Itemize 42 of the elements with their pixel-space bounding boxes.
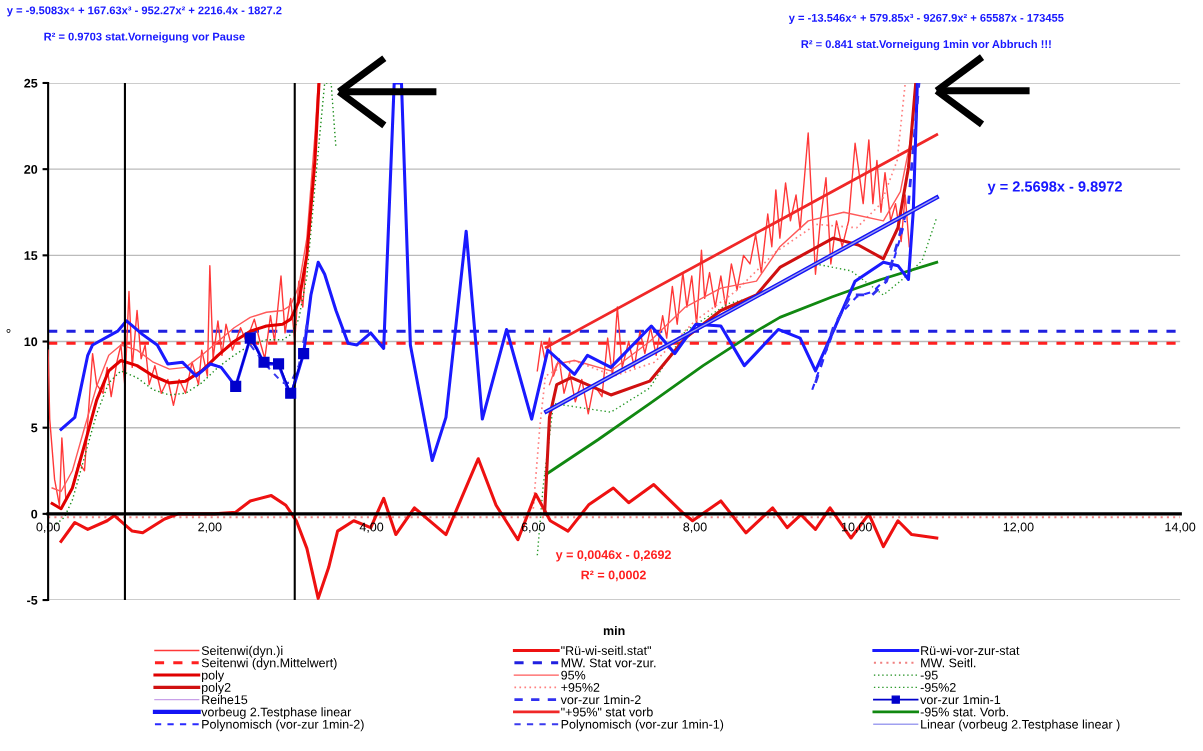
legend-label: -95% stat. Vorb. — [920, 707, 1008, 717]
y-tick-label: 25 — [24, 78, 38, 88]
legend-label: MW. Seitl. — [921, 658, 976, 668]
y-tick-label: 10 — [24, 337, 38, 347]
text: R² = 0.841 stat.Vorneigung 1min vor Abbruch !!! — [801, 39, 1051, 51]
legend-label: poly2 — [202, 682, 231, 695]
legend-label: -95 — [920, 670, 938, 680]
legend-label: vor-zur 1min-2 — [560, 694, 641, 705]
text: y = -13.546x⁴ + 579.85x³ - 9267.9x² + 65587x - 173455 — [788, 13, 1064, 24]
legend-label: poly — [202, 670, 225, 683]
y-tick-label: 5 — [31, 423, 38, 433]
legend-label: Reihe15 — [202, 694, 248, 705]
legend-label: vorbeug 2.Testphase linear — [201, 707, 352, 719]
x-axis-title: min — [603, 625, 625, 635]
legend-label: "Rü-wi-seitl.stat" — [561, 645, 651, 656]
legend-label: Seitenwi(dyn.)i — [201, 645, 283, 658]
legend-label: MW. Stat vor-zur. — [561, 658, 656, 668]
y-tick-label: 15 — [24, 251, 38, 260]
x-tick-label: 14,00 — [1165, 522, 1196, 533]
text: R² = 0.9703 stat.Vorneigung vor Pause — [44, 32, 245, 43]
x-tick-label: 12,00 — [1003, 522, 1034, 533]
legend-label: Linear (vorbeug 2.Testphase linear ) — [921, 719, 1120, 732]
legend-label: Polynomisch (vor-zur 1min-2) — [202, 719, 364, 732]
x-tick-label: 4,00 — [359, 522, 384, 533]
legend-label: Polynomisch (vor-zur 1min-1) — [561, 719, 724, 732]
annotation: y = 0,0046x - 0,2692 — [555, 550, 671, 562]
y-tick-label: 0 — [31, 509, 38, 519]
legend-label: +95%2 — [561, 683, 600, 692]
x-tick-label: 2,00 — [198, 522, 222, 533]
text: y = -9.5083x⁴ + 167.63x³ - 952.27x² + 2216.4x - 1827.2 — [6, 6, 282, 17]
legend-label: "+95%" stat vorb — [561, 707, 653, 717]
legend-label: Seitenwi (dyn.Mittelwert) — [201, 658, 337, 670]
y-tick-label: -5 — [27, 595, 38, 605]
y-tick-label: 20 — [24, 164, 38, 174]
legend-label: -95%2 — [920, 683, 956, 692]
legend-label: 95% — [561, 670, 586, 680]
annotation: y = 2.5698x - 9.8972 — [987, 181, 1122, 195]
legend-label: Rü-wi-vor-zur-stat — [921, 645, 1020, 656]
legend-label: vor-zur 1min-1 — [920, 694, 1001, 705]
annotation: R² = 0,0002 — [581, 570, 646, 582]
y-axis-title: ° — [6, 328, 11, 333]
x-tick-label: 8,00 — [683, 522, 707, 533]
